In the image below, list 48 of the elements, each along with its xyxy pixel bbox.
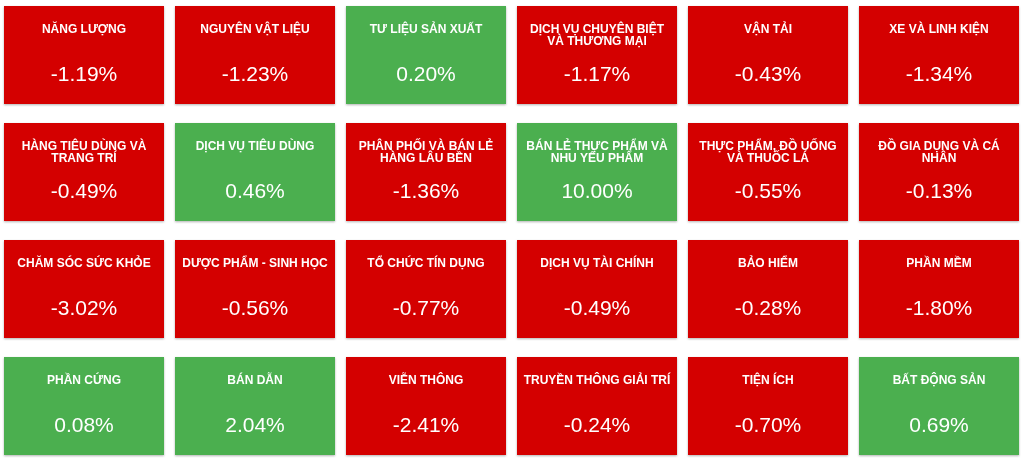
data-label: -1.19% [50, 62, 118, 85]
data-label: -0.49% [50, 179, 118, 202]
category-label: BÁN LẺ THỰC PHẨM VÀ NHU YẾU PHẨM [526, 138, 668, 165]
category-label: NGUYÊN VẬT LIỆU [200, 21, 310, 36]
data-label: -0.56% [221, 296, 289, 319]
data-label: 0.08% [54, 413, 114, 436]
category-label: DƯỢC PHẨM - SINH HỌC [182, 255, 329, 270]
data-label: -1.36% [392, 179, 460, 202]
category-label: TIỆN ÍCH [742, 372, 794, 387]
category-label: ĐỒ GIA DỤNG VÀ CÁ NHÂN [878, 138, 1001, 165]
category-label: NĂNG LƯỢNG [41, 21, 127, 36]
category-label: DỊCH VỤ CHUYÊN BIỆT VÀ THƯƠNG MẠI [529, 21, 665, 48]
data-label: 0.69% [909, 413, 969, 436]
data-label: -0.28% [734, 296, 802, 319]
category-label: TƯ LIỆU SẢN XUẤT [369, 21, 483, 36]
data-label: -1.80% [905, 296, 973, 319]
data-label: -3.02% [50, 296, 118, 319]
category-label: THỰC PHẨM, ĐỒ UỐNG VÀ THUỐC LÁ [699, 138, 837, 165]
category-label: HÀNG TIÊU DÙNG VÀ TRANG TRÍ [21, 138, 147, 165]
category-label: XE VÀ LINH KIỆN [889, 21, 989, 36]
data-label: -0.24% [563, 413, 631, 436]
data-label: -1.34% [905, 62, 973, 85]
data-label: 2.04% [225, 413, 285, 436]
category-label: BẤT ĐỘNG SẢN [892, 372, 986, 387]
data-label: -0.55% [734, 179, 802, 202]
category-label: DỊCH VỤ TÀI CHÍNH [540, 255, 654, 270]
category-label: VẬN TẢI [744, 21, 792, 36]
data-label: -0.49% [563, 296, 631, 319]
data-label: -0.70% [734, 413, 802, 436]
category-label: TỔ CHỨC TÍN DỤNG [367, 255, 485, 270]
category-label: BẢO HIỂM [738, 255, 798, 270]
data-label: -0.13% [905, 179, 973, 202]
category-label: PHÂN PHỐI VÀ BÁN LẺ HÀNG LÂU BỀN [358, 138, 494, 165]
category-label: PHẦN CỨNG [47, 372, 121, 387]
category-label: PHẦN MỀM [906, 255, 972, 270]
data-label: -0.43% [734, 62, 802, 85]
data-label: -2.41% [392, 413, 460, 436]
data-label: 10.00% [561, 179, 633, 202]
data-label: -0.77% [392, 296, 460, 319]
category-label: CHĂM SÓC SỨC KHỎE [17, 255, 151, 270]
category-label: VIỄN THÔNG [388, 372, 464, 387]
data-label: -1.23% [221, 62, 289, 85]
data-label: 0.46% [225, 179, 285, 202]
category-label: DỊCH VỤ TIÊU DÙNG [195, 138, 315, 153]
category-label: BÁN DẪN [227, 372, 283, 387]
category-label: TRUYỀN THÔNG GIẢI TRÍ [523, 372, 671, 387]
data-label: -1.17% [563, 62, 631, 85]
data-label: 0.20% [396, 62, 456, 85]
